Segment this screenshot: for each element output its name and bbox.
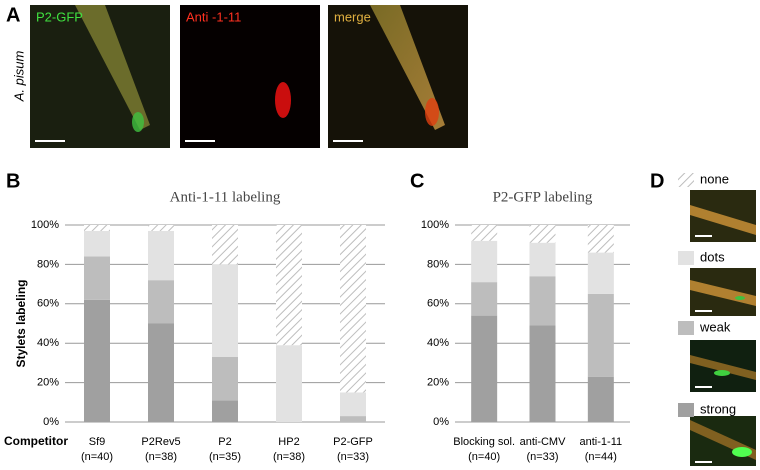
legend-swatch xyxy=(678,321,694,335)
x-tick-note: (n=38) xyxy=(273,451,305,463)
y-tick-label: 40% xyxy=(37,337,59,349)
legend-label: none xyxy=(700,171,729,186)
bar-segment xyxy=(212,225,238,265)
y-tick-label: 100% xyxy=(31,219,59,231)
bar-segment xyxy=(148,280,174,324)
bar-segment xyxy=(84,225,110,231)
bar-segment xyxy=(84,256,110,300)
x-tick-note: (n=44) xyxy=(585,451,617,463)
legend-swatch xyxy=(678,251,694,265)
x-tick-note: (n=33) xyxy=(337,451,369,463)
x-tick-note: (n=40) xyxy=(81,451,113,463)
panel-label: A xyxy=(6,4,20,26)
bar-segment xyxy=(212,264,238,357)
micrograph xyxy=(328,5,468,148)
micrograph xyxy=(30,5,170,148)
bar-segment xyxy=(276,225,302,346)
legend-image xyxy=(690,340,756,392)
bar-segment xyxy=(471,240,498,283)
panel-label: D xyxy=(650,170,664,192)
y-tick-label: 0% xyxy=(43,416,59,428)
legend-image xyxy=(690,268,756,316)
x-tick-label: anti-1-11 xyxy=(580,436,623,448)
panel-label: B xyxy=(6,170,20,192)
y-tick-label: 80% xyxy=(427,258,449,270)
bar-segment xyxy=(471,315,498,422)
y-tick-label: 20% xyxy=(37,377,59,389)
bar-segment xyxy=(587,252,614,294)
chart-title: P2-GFP labeling xyxy=(493,189,593,205)
image-title: merge xyxy=(334,9,371,24)
bar-segment xyxy=(471,225,498,241)
bar-segment xyxy=(84,230,110,257)
image-title: Anti -1-11 xyxy=(186,9,241,24)
x-tick-label: P2-GFP xyxy=(333,436,373,448)
species-label: A. pisum xyxy=(11,51,26,103)
bar-segment xyxy=(276,345,302,422)
y-tick-label: 60% xyxy=(427,298,449,310)
x-tick-label: anti-CMV xyxy=(520,436,567,448)
bar-segment xyxy=(212,356,238,401)
y-tick-label: 80% xyxy=(37,258,59,270)
bar-segment xyxy=(471,282,498,316)
x-tick-label: P2Rev5 xyxy=(141,436,180,448)
bar-segment xyxy=(529,225,556,243)
x-tick-note: (n=38) xyxy=(145,451,177,463)
micrograph xyxy=(180,5,320,148)
bar-segment xyxy=(212,400,238,422)
legend-label: dots xyxy=(700,249,725,264)
bar-segment xyxy=(148,225,174,231)
x-tick-label: Sf9 xyxy=(89,436,106,448)
panel-label: C xyxy=(410,170,424,192)
x-tick-note: (n=33) xyxy=(526,451,558,463)
chart-title: Anti-1-11 labeling xyxy=(170,189,281,205)
bar-segment xyxy=(587,376,614,422)
x-tick-label: HP2 xyxy=(278,436,299,448)
bar-segment xyxy=(148,323,174,422)
x-tick-label: P2 xyxy=(218,436,231,448)
y-tick-label: 100% xyxy=(421,219,449,231)
bar-segment xyxy=(587,293,614,377)
legend-swatch xyxy=(678,403,694,417)
legend-swatch xyxy=(678,173,694,187)
y-tick-label: 0% xyxy=(433,416,449,428)
bar-segment xyxy=(587,225,614,253)
legend-label: strong xyxy=(700,401,736,416)
bar-segment xyxy=(340,225,366,393)
x-tick-note: (n=40) xyxy=(468,451,500,463)
bar-segment xyxy=(529,325,556,422)
y-tick-label: 40% xyxy=(427,337,449,349)
competitor-label: Competitor xyxy=(4,434,68,448)
legend-image xyxy=(690,416,756,466)
bar-segment xyxy=(529,242,556,277)
legend-image xyxy=(690,190,756,242)
y-tick-label: 20% xyxy=(427,377,449,389)
image-title: P2-GFP xyxy=(36,9,83,24)
bar-segment xyxy=(529,276,556,326)
legend-label: weak xyxy=(699,319,731,334)
x-tick-note: (n=35) xyxy=(209,451,241,463)
y-tick-label: 60% xyxy=(37,298,59,310)
bar-segment xyxy=(340,416,366,422)
bar-segment xyxy=(84,299,110,422)
y-axis-label: Stylets labeling xyxy=(14,279,28,367)
bar-segment xyxy=(148,230,174,281)
bar-segment xyxy=(340,392,366,417)
x-tick-label: Blocking sol. xyxy=(453,436,515,448)
